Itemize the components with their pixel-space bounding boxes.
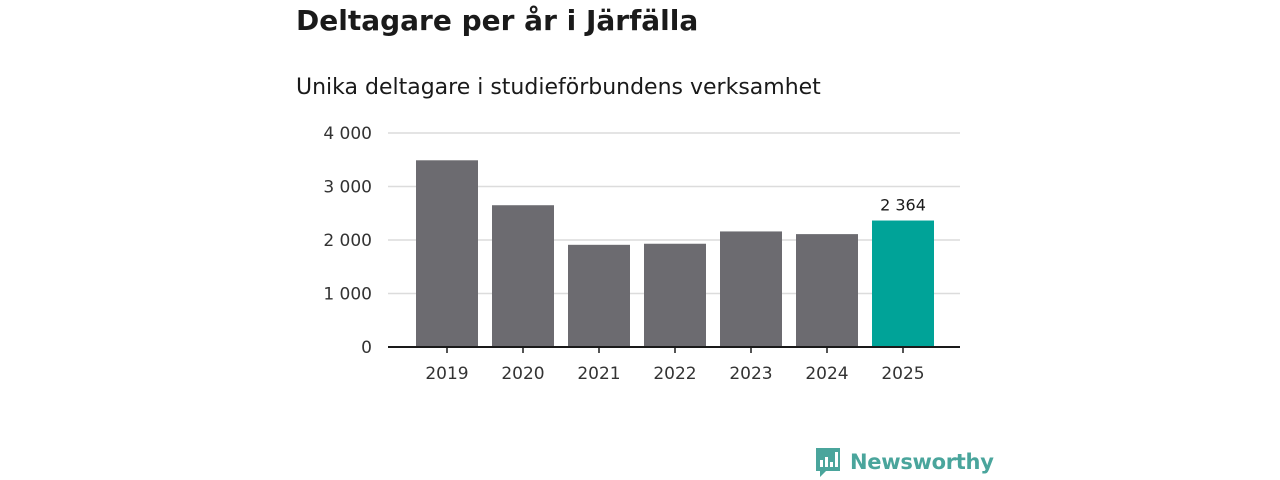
- bar: [644, 243, 706, 347]
- newsworthy-logo-icon: [816, 448, 840, 477]
- x-tick-label: 2025: [881, 364, 924, 384]
- y-tick-label: 2 000: [323, 231, 372, 251]
- x-tick-label: 2020: [501, 364, 544, 384]
- x-tick-label: 2023: [729, 364, 772, 384]
- chart-title: Deltagare per år i Järfälla: [296, 4, 699, 37]
- bar: [416, 160, 478, 347]
- y-tick-label: 1 000: [323, 285, 372, 305]
- chart-subtitle: Unika deltagare i studieförbundens verks…: [296, 75, 821, 100]
- bar: [872, 220, 934, 347]
- y-tick-label: 0: [361, 338, 372, 358]
- bar: [492, 205, 554, 347]
- bar-chart: 0 1 000 2 000 3 000 4 000 2019 2020 2021 2022 202…: [323, 124, 960, 384]
- y-tick-label: 4 000: [323, 124, 372, 144]
- x-tick-label: 2024: [805, 364, 848, 384]
- bar: [796, 234, 858, 347]
- data-label: 2 364: [880, 196, 926, 215]
- y-tick-label: 3 000: [323, 178, 372, 198]
- x-tick-label: 2021: [577, 364, 620, 384]
- bar: [720, 231, 782, 347]
- bar: [568, 244, 630, 347]
- x-tick-label: 2022: [653, 364, 696, 384]
- brand-name: Newsworthy: [850, 450, 994, 474]
- brand-logo: Newsworthy: [814, 446, 994, 478]
- x-tick-label: 2019: [425, 364, 468, 384]
